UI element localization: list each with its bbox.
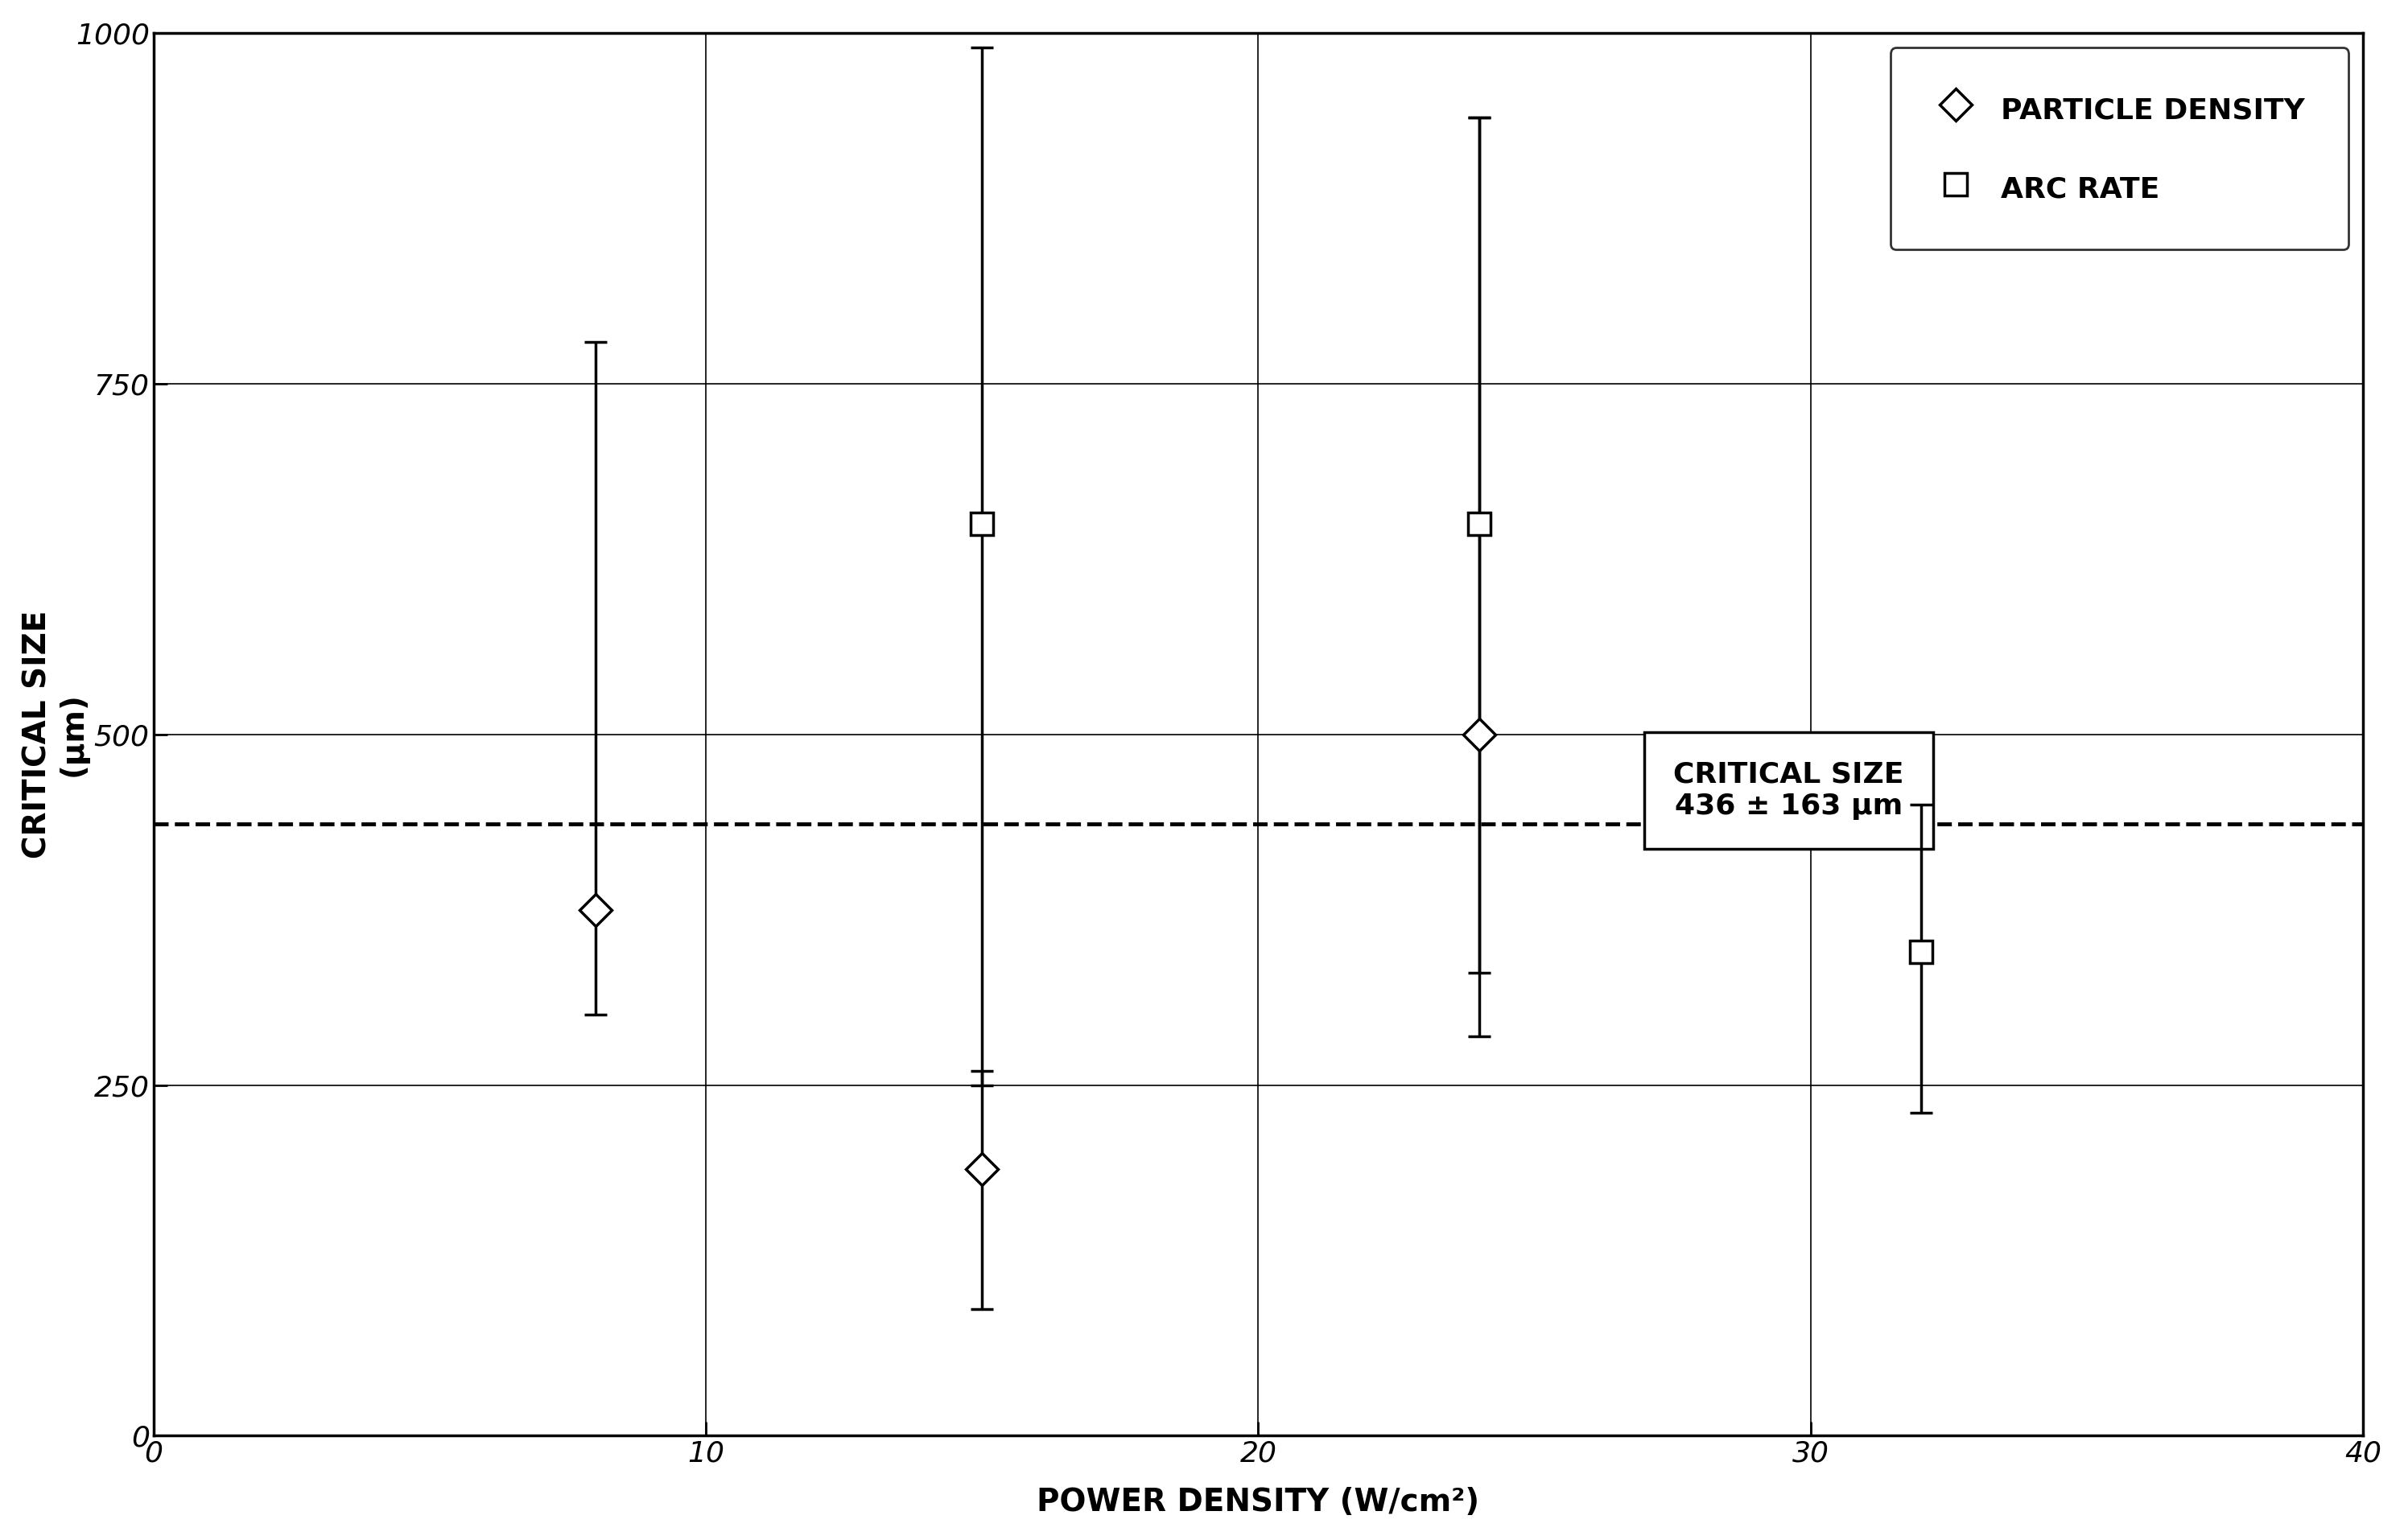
Text: CRITICAL SIZE
436 ± 163 μm: CRITICAL SIZE 436 ± 163 μm	[1673, 761, 1904, 821]
Legend: PARTICLE DENSITY, ARC RATE: PARTICLE DENSITY, ARC RATE	[1890, 48, 2349, 249]
Y-axis label: CRITICAL SIZE
(μm): CRITICAL SIZE (μm)	[22, 610, 89, 859]
X-axis label: POWER DENSITY (W/cm²): POWER DENSITY (W/cm²)	[1036, 1488, 1478, 1517]
